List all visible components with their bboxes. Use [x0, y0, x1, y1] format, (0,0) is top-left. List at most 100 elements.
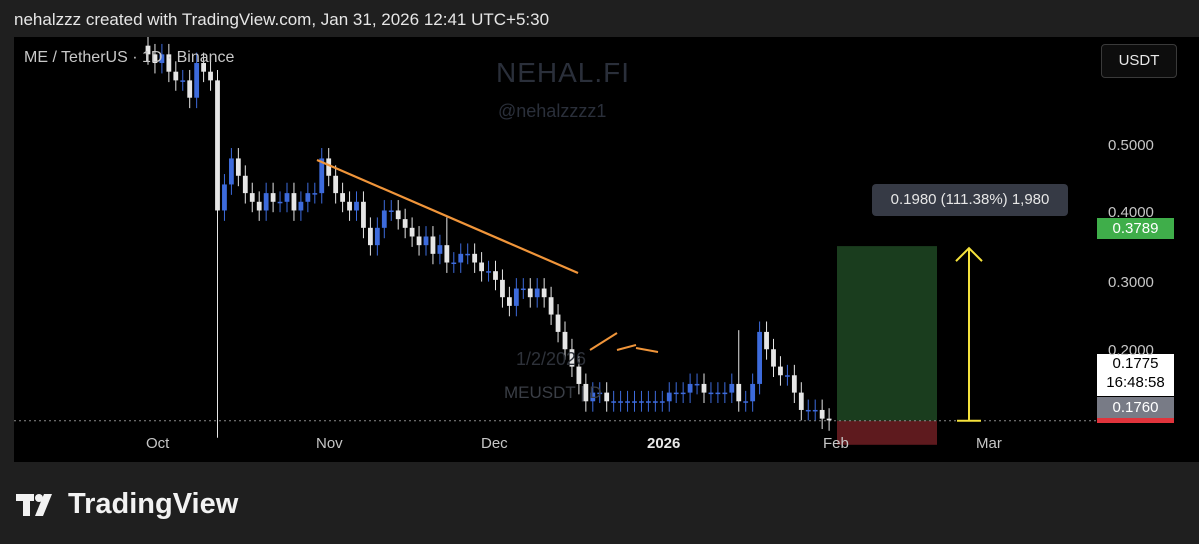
- target-arrow-head: [955, 246, 983, 262]
- stop-price-tag: 0.1760: [1097, 397, 1174, 418]
- candle: [805, 399, 811, 421]
- candle: [416, 226, 422, 256]
- candle: [736, 330, 742, 412]
- candle-body: [507, 297, 512, 306]
- x-tick-label: Dec: [481, 435, 508, 452]
- candle-body: [750, 383, 756, 402]
- candle: [604, 382, 610, 412]
- watermark-pair: MEUSDT | D: [504, 383, 602, 402]
- candle-body: [256, 201, 262, 211]
- candle: [764, 321, 769, 360]
- watermark-handle: @nehalzzzz1: [498, 101, 607, 121]
- candle: [618, 390, 623, 412]
- candle-body: [402, 219, 408, 228]
- candle-body: [583, 383, 589, 402]
- candle: [708, 382, 714, 404]
- currency-button[interactable]: USDT: [1101, 44, 1177, 78]
- candlestick-chart[interactable]: [14, 37, 1199, 462]
- candle-body: [465, 253, 471, 256]
- candle-body: [430, 236, 436, 254]
- candle: [152, 43, 158, 74]
- current-price-tag: 0.1775 16:48:58: [1097, 354, 1174, 396]
- candle-body: [388, 210, 394, 212]
- candle: [402, 208, 408, 239]
- candle-body: [347, 201, 352, 211]
- candle-body: [368, 227, 373, 246]
- candle-body: [235, 158, 241, 176]
- candle-body: [652, 401, 658, 403]
- candle-body: [381, 210, 387, 228]
- candle: [354, 191, 359, 221]
- candle-body: [659, 401, 665, 403]
- candle-body: [597, 392, 603, 395]
- candle: [249, 182, 255, 213]
- candle-body: [534, 288, 540, 298]
- candle: [291, 182, 297, 221]
- x-tick-label: 2026: [647, 435, 681, 452]
- candle: [722, 382, 728, 404]
- candle: [520, 278, 526, 299]
- candle: [541, 278, 547, 308]
- y-tick-label: 0.4000: [1108, 204, 1154, 221]
- candle: [256, 191, 262, 221]
- candle-body: [701, 383, 707, 393]
- candle: [201, 52, 206, 83]
- candle: [534, 278, 540, 308]
- candle-body: [451, 262, 457, 265]
- candle-body: [472, 253, 478, 263]
- candle-body: [771, 349, 776, 367]
- candle: [298, 191, 304, 221]
- candle: [235, 148, 241, 187]
- candle: [284, 182, 290, 213]
- candle-body: [361, 201, 366, 228]
- x-tick-label: Oct: [146, 435, 170, 452]
- candle-body: [277, 201, 283, 204]
- candle: [646, 390, 651, 412]
- candle: [229, 148, 234, 195]
- candle: [326, 148, 332, 187]
- tradingview-brand-text: TradingView: [68, 488, 239, 520]
- candle: [771, 338, 776, 377]
- candle: [430, 226, 436, 265]
- candle: [493, 260, 498, 291]
- candle: [507, 286, 512, 317]
- candle: [409, 217, 415, 247]
- candle: [374, 217, 380, 256]
- candle: [486, 260, 491, 282]
- candle: [715, 382, 721, 404]
- candle: [785, 364, 790, 386]
- candle: [381, 200, 387, 239]
- candle-body: [305, 193, 311, 202]
- candle-body: [805, 409, 811, 412]
- resistance-trendline: [316, 158, 579, 275]
- candle-body: [590, 392, 596, 402]
- candle: [180, 69, 186, 91]
- candle: [479, 252, 484, 282]
- watermark-date: 1/2/2026: [516, 349, 587, 369]
- stop-tag-underline: [1097, 418, 1174, 423]
- candle-body: [826, 418, 832, 421]
- candle-body: [819, 409, 825, 419]
- candle: [694, 373, 700, 395]
- candle-body: [173, 71, 179, 81]
- candle: [659, 390, 665, 412]
- candle: [388, 200, 394, 221]
- candle-body: [548, 297, 554, 315]
- tradingview-logo[interactable]: TradingView: [14, 488, 238, 521]
- candle: [347, 191, 352, 221]
- candle: [590, 382, 596, 412]
- candle-body: [611, 401, 617, 403]
- candle-body: [632, 401, 637, 403]
- candle-body: [208, 71, 213, 81]
- candle: [798, 382, 804, 421]
- chart-panel[interactable]: ME / TetherUS · 1D · Binance NEHAL.FI @n…: [14, 37, 1199, 462]
- candle: [319, 148, 325, 204]
- candle-body: [409, 227, 415, 237]
- candle-body: [680, 392, 686, 395]
- candle: [555, 304, 561, 343]
- tradingview-logo-icon: [16, 493, 52, 516]
- candle-body: [722, 392, 728, 395]
- candle: [458, 243, 464, 273]
- candle: [625, 390, 630, 412]
- candle: [778, 356, 783, 386]
